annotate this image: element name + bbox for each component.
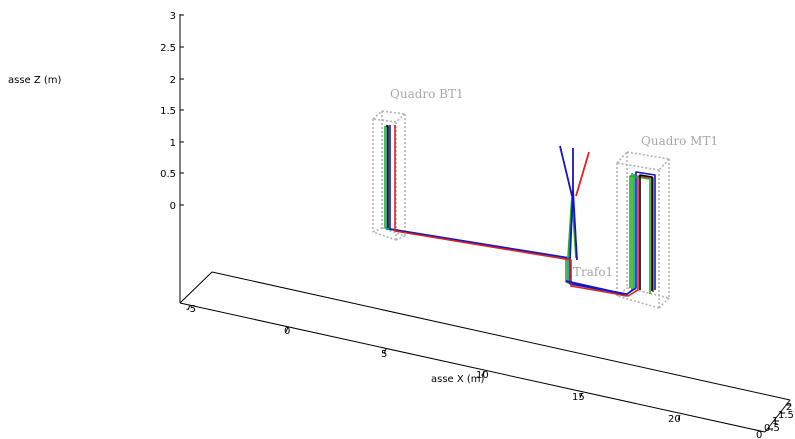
box-edge [381, 227, 406, 237]
box-edge [616, 295, 660, 309]
y-tick-label: 0 [756, 430, 762, 439]
box-edge [616, 151, 628, 164]
x-axis-line [179, 302, 766, 433]
box-edge [658, 158, 670, 171]
trafo-base-blue [565, 280, 625, 295]
y-axis-line [179, 271, 213, 304]
quadro-bt1-box [372, 110, 406, 241]
z-tick-labels: 3 2.5 2 1.5 1 0.5 0 [160, 11, 176, 212]
x-tick-label: 20 [668, 414, 681, 425]
box-edge [372, 227, 383, 233]
z-axis-label: asse Z (m) [8, 75, 62, 86]
floor-back-edge [211, 271, 791, 401]
x-tick-label: 10 [476, 370, 489, 381]
cable-black-mt [639, 174, 653, 291]
x-tick-label: 0 [284, 326, 290, 337]
z-tick-label: 3 [170, 11, 176, 22]
box-edge [626, 151, 670, 160]
trafo1-terminals [559, 145, 625, 295]
box-edge [626, 287, 670, 299]
y-tick-label: 0.5 [764, 423, 780, 434]
quadro-mt1-box [616, 151, 670, 309]
box-edge [372, 118, 397, 123]
quadro-mt1-label: Quadro MT1 [641, 134, 718, 148]
z-tick-label: 2 [170, 75, 176, 86]
y-tick-label: 1.5 [778, 410, 794, 421]
x-tick-label: 5 [381, 349, 387, 360]
box-edge [372, 231, 397, 241]
x-tick [383, 348, 387, 355]
x-tick-label: -5 [186, 304, 196, 315]
box-edge [395, 113, 406, 123]
box-edge [372, 110, 383, 120]
cable-bundle [384, 125, 656, 297]
z-tick-label: 2.5 [160, 43, 176, 54]
cable-black [386, 125, 389, 228]
x-tick [677, 414, 681, 421]
x-tick [285, 326, 289, 333]
y-tick-label: 2 [786, 402, 792, 413]
object-labels: Quadro BT1 Quadro MT1 Trafo1 [390, 87, 718, 279]
x-axis-label: asse X (m) [431, 374, 485, 385]
x-tick-labels: -5 0 5 10 15 20 [186, 304, 681, 425]
trafo1-label: Trafo1 [573, 265, 613, 279]
x-tick [579, 392, 583, 399]
trafo-spike-blue [569, 189, 578, 261]
y-tick-labels: 2 1.5 1 0.5 0 [756, 402, 794, 439]
z-tick-label: 0 [170, 201, 176, 212]
terminal-blue-left [559, 145, 573, 197]
cable-red [394, 125, 654, 297]
box-edge [616, 162, 660, 171]
x-tick [187, 304, 191, 311]
axis-frame [179, 14, 791, 433]
x-tick-label: 15 [572, 392, 585, 403]
y-tick-label: 1 [772, 416, 778, 427]
box-edge [395, 235, 406, 241]
z-tick-label: 0.5 [160, 169, 176, 180]
terminal-red-right [575, 151, 590, 197]
x-tick [481, 370, 485, 377]
z-tick-label: 1 [170, 138, 176, 149]
z-tick-label: 1.5 [160, 106, 176, 117]
cable-blue [389, 125, 656, 295]
quadro-bt1-label: Quadro BT1 [390, 87, 464, 101]
box-edge [658, 297, 670, 309]
box-edge [381, 110, 406, 115]
floor-right-edge [764, 399, 791, 433]
